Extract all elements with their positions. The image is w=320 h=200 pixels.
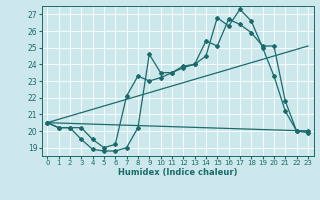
X-axis label: Humidex (Indice chaleur): Humidex (Indice chaleur)	[118, 168, 237, 177]
